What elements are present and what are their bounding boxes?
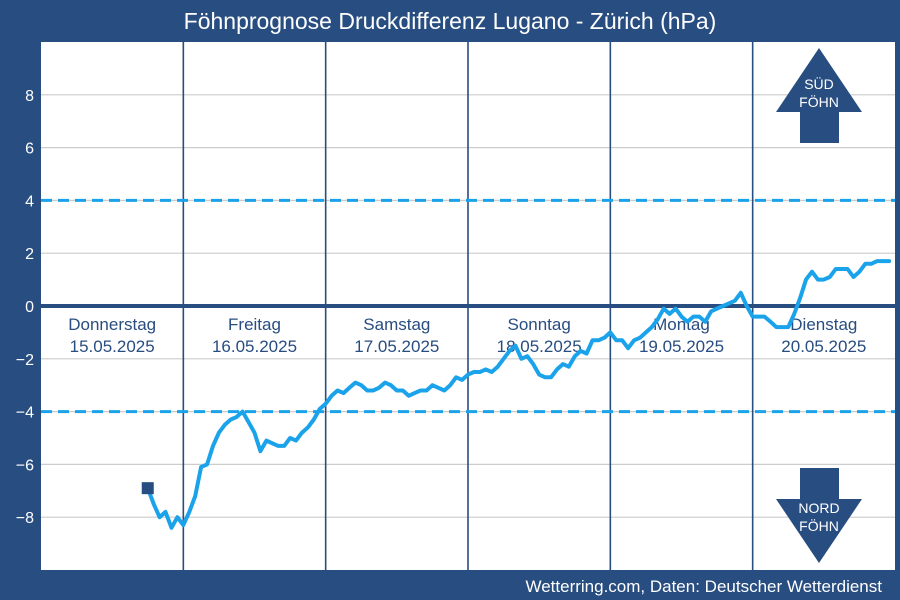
nord-arrow-label-line1: NORD — [798, 500, 839, 516]
day-label-name: Sonntag — [507, 315, 570, 334]
y-axis-ticks: −8 −6 −4 −2 0 2 4 6 8 — [16, 88, 34, 527]
day-label-date: 15.05.2025 — [70, 337, 155, 356]
series-start-marker — [141, 482, 154, 495]
sued-arrow-label-line1: SÜD — [804, 75, 834, 92]
y-tick-label: −8 — [16, 510, 34, 527]
y-tick-label: −2 — [16, 352, 34, 369]
threshold-lines — [41, 198, 895, 414]
day-label-date: 17.05.2025 — [354, 337, 439, 356]
day-label-name: Donnerstag — [68, 315, 156, 334]
y-tick-label: 8 — [25, 88, 34, 105]
series-line — [145, 259, 892, 530]
y-tick-label: 2 — [25, 246, 34, 263]
day-labels: Donnerstag 15.05.2025 Freitag 16.05.2025 Sam… — [68, 315, 866, 356]
arrow-group: SÜD FÖHN NORD FÖHN — [776, 48, 862, 563]
y-tick-label: −6 — [16, 457, 34, 474]
day-label-date: 20.05.2025 — [781, 337, 866, 356]
sued-foehn-arrow-icon — [776, 48, 862, 143]
nord-foehn-arrow-icon — [776, 468, 862, 563]
day-label-name: Samstag — [363, 315, 430, 334]
day-label-name: Dienstag — [790, 315, 857, 334]
chart-title: Föhnprognose Druckdifferenz Lugano - Zür… — [183, 8, 717, 34]
day-label-date: 16.05.2025 — [212, 337, 297, 356]
y-tick-label: 4 — [25, 193, 34, 210]
y-tick-label: 0 — [25, 299, 34, 316]
sued-arrow-label-line2: FÖHN — [799, 93, 839, 110]
series-group — [141, 259, 892, 530]
nord-arrow-label-line2: FÖHN — [799, 517, 839, 534]
y-tick-label: 6 — [25, 141, 34, 158]
data-source-credit: Wetterring.com, Daten: Deutscher Wetterd… — [525, 577, 882, 596]
y-tick-label: −4 — [16, 405, 34, 422]
day-label-name: Montag — [653, 315, 710, 334]
day-label-name: Freitag — [228, 315, 281, 334]
day-label-date: 19.05.2025 — [639, 337, 724, 356]
